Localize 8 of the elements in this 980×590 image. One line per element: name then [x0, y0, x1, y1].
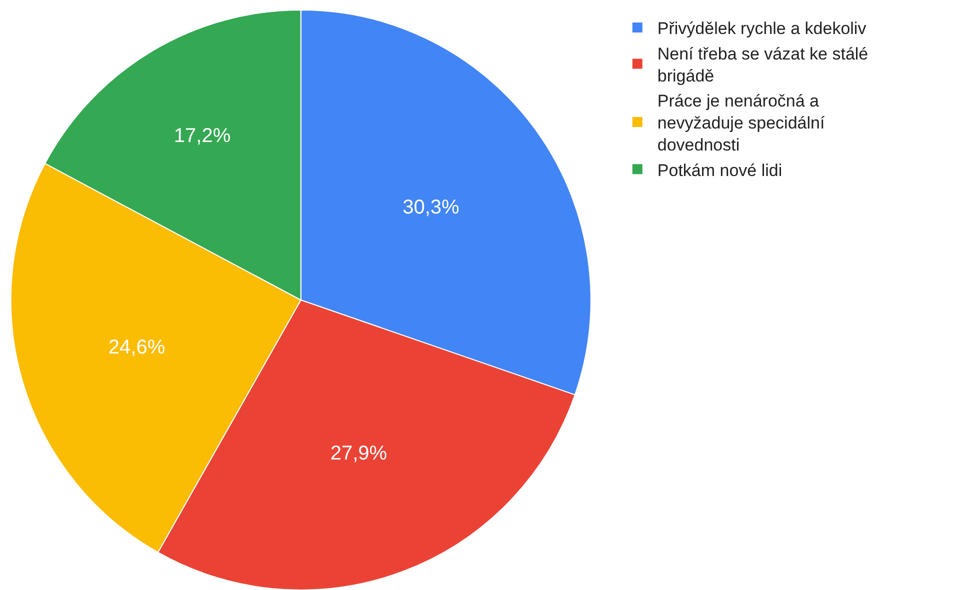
data-label: 17,2%: [174, 124, 231, 147]
legend-label: Potkám nové lidi: [657, 160, 782, 180]
data-label: 24,6%: [108, 336, 166, 359]
legend-label: Práce je nenáročná a nevyžaduje specidální dovednosti: [657, 91, 825, 155]
data-label: 27,9%: [330, 442, 388, 464]
data-label: 30,3%: [402, 196, 460, 218]
legend-label: Přivýdělek rychle a kdekoliv: [657, 19, 867, 38]
legend-label: Není třeba se vázat ke stálé brigádě: [657, 44, 868, 86]
